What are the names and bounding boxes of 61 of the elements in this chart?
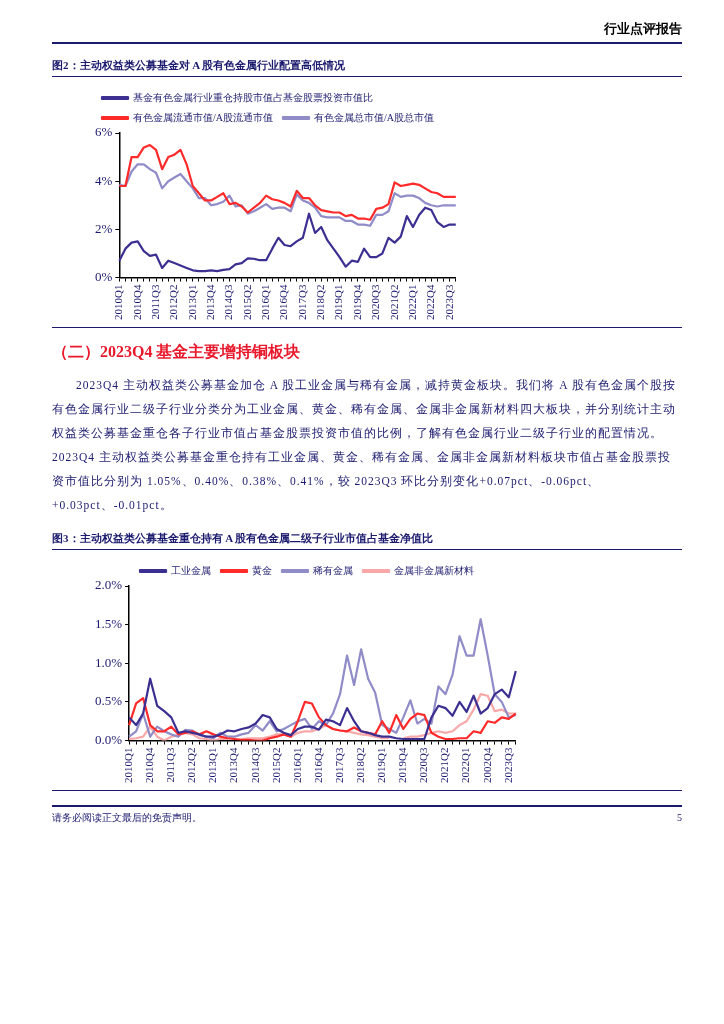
x-tick-label: 2017Q3	[332, 747, 345, 784]
text: 5	[677, 811, 682, 825]
x-tick-label: 2016Q4	[277, 284, 290, 321]
x-tick-label: 2013Q4	[203, 284, 216, 321]
x-tick-label: 2023Q3	[442, 284, 455, 321]
y-tick-label: 4%	[94, 172, 113, 188]
x-tick-label: 2019Q1	[332, 284, 345, 321]
legend-label: 工业金属	[171, 564, 211, 576]
x-tick-label: 2013Q1	[206, 747, 219, 784]
y-tick-label: 2%	[94, 220, 113, 236]
legend-label: 基金有色金属行业重仓持股市值占基金股票投资市值比	[133, 91, 373, 103]
x-tick-label: 2022Q1	[405, 284, 418, 321]
x-tick-label: 2013Q4	[227, 747, 240, 784]
x-tick-label: 2011Q3	[148, 284, 161, 320]
legend-label: 黄金	[252, 564, 272, 576]
y-tick-label: 0%	[94, 268, 113, 284]
x-tick-label: 2011Q3	[164, 747, 177, 783]
x-tick-label: 2013Q1	[185, 284, 198, 321]
y-tick-label: 0.5%	[94, 693, 123, 709]
text: 行业点评报告	[52, 20, 682, 44]
x-tick-label: 2010Q1	[121, 747, 134, 784]
x-tick-label: 2016Q1	[290, 747, 303, 784]
legend-label: 有色金属流通市值/A股流通市值	[133, 111, 273, 123]
x-tick-label: 2010Q4	[143, 747, 156, 784]
x-tick-label: 2014Q3	[222, 284, 235, 321]
x-tick-label: 2020Q3	[369, 284, 382, 321]
text: 请务必阅读正文最后的免责声明。	[52, 811, 202, 825]
x-tick-label: 2012Q2	[185, 747, 198, 784]
chart-title: 图2：主动权益类公募基金对 A 股有色金属行业配置高低情况	[52, 58, 682, 77]
x-tick-label: 2019Q4	[350, 284, 363, 321]
legend-label: 有色金属总市值/A股总市值	[314, 111, 434, 123]
x-tick-label: 2021Q2	[438, 747, 451, 784]
x-tick-label: 2018Q2	[314, 284, 327, 321]
x-tick-label: 2022Q1	[459, 747, 472, 784]
x-tick-label: 2010Q1	[112, 284, 125, 321]
x-tick-label: 2016Q1	[259, 284, 272, 321]
x-tick-label: 2012Q2	[167, 284, 180, 321]
chart-title: 图3：主动权益类公募基金重仓持有 A 股有色金属二级子行业市值占基金净值比	[52, 531, 682, 550]
legend-label: 稀有金属	[313, 564, 353, 576]
x-tick-label: 2014Q3	[248, 747, 261, 784]
text: 2023Q4 主动权益类公募基金加仓 A 股工业金属与稀有金属，减持黄金板块。我们将 A 股有色金属个股按有色金属行业二级子行业分类分为工业金属、黄金、稀有金属、金属非金属新材料四大板块，并分别统计主动权益类公募基金重仓各子行业市值占基金股票投资市值的比例，了解有色金属行业二级子行业的配置情况。2023Q4 主动权益类公募基金重仓持有工业金属、黄金、稀有金属、金属非金属新材料板块市值占基金股票投资市值比分别为 1.05%、0.40%、0.38%、0.41%，较 2023Q3 环比分别变化+0.07pct、-0.06pct、+0.03pct、-0.01pct。	[52, 378, 677, 514]
x-tick-label: 2018Q2	[354, 747, 366, 784]
x-tick-label: 2015Q2	[240, 284, 253, 321]
x-tick-label: 2002Q4	[480, 747, 493, 784]
x-tick-label: 2015Q2	[269, 747, 282, 784]
x-tick-label: 2020Q3	[417, 747, 430, 784]
x-tick-label: 2022Q4	[424, 284, 437, 321]
x-tick-label: 2019Q1	[375, 747, 388, 784]
text: （二）2023Q4 基金主要增持铜板块	[52, 342, 302, 362]
x-tick-label: 2021Q2	[387, 284, 400, 321]
legend-label: 金属非金属新材料	[394, 564, 474, 576]
x-tick-label: 2010Q4	[130, 284, 143, 321]
y-tick-label: 0.0%	[94, 731, 123, 747]
y-tick-label: 1.0%	[94, 654, 123, 670]
x-tick-label: 2019Q4	[396, 747, 409, 784]
x-tick-label: 2017Q3	[295, 284, 308, 321]
x-tick-label: 2016Q4	[311, 747, 324, 784]
y-tick-label: 2.0%	[94, 577, 123, 593]
y-tick-label: 6%	[94, 124, 113, 140]
x-tick-label: 2023Q3	[501, 747, 514, 784]
y-tick-label: 1.5%	[94, 616, 123, 632]
